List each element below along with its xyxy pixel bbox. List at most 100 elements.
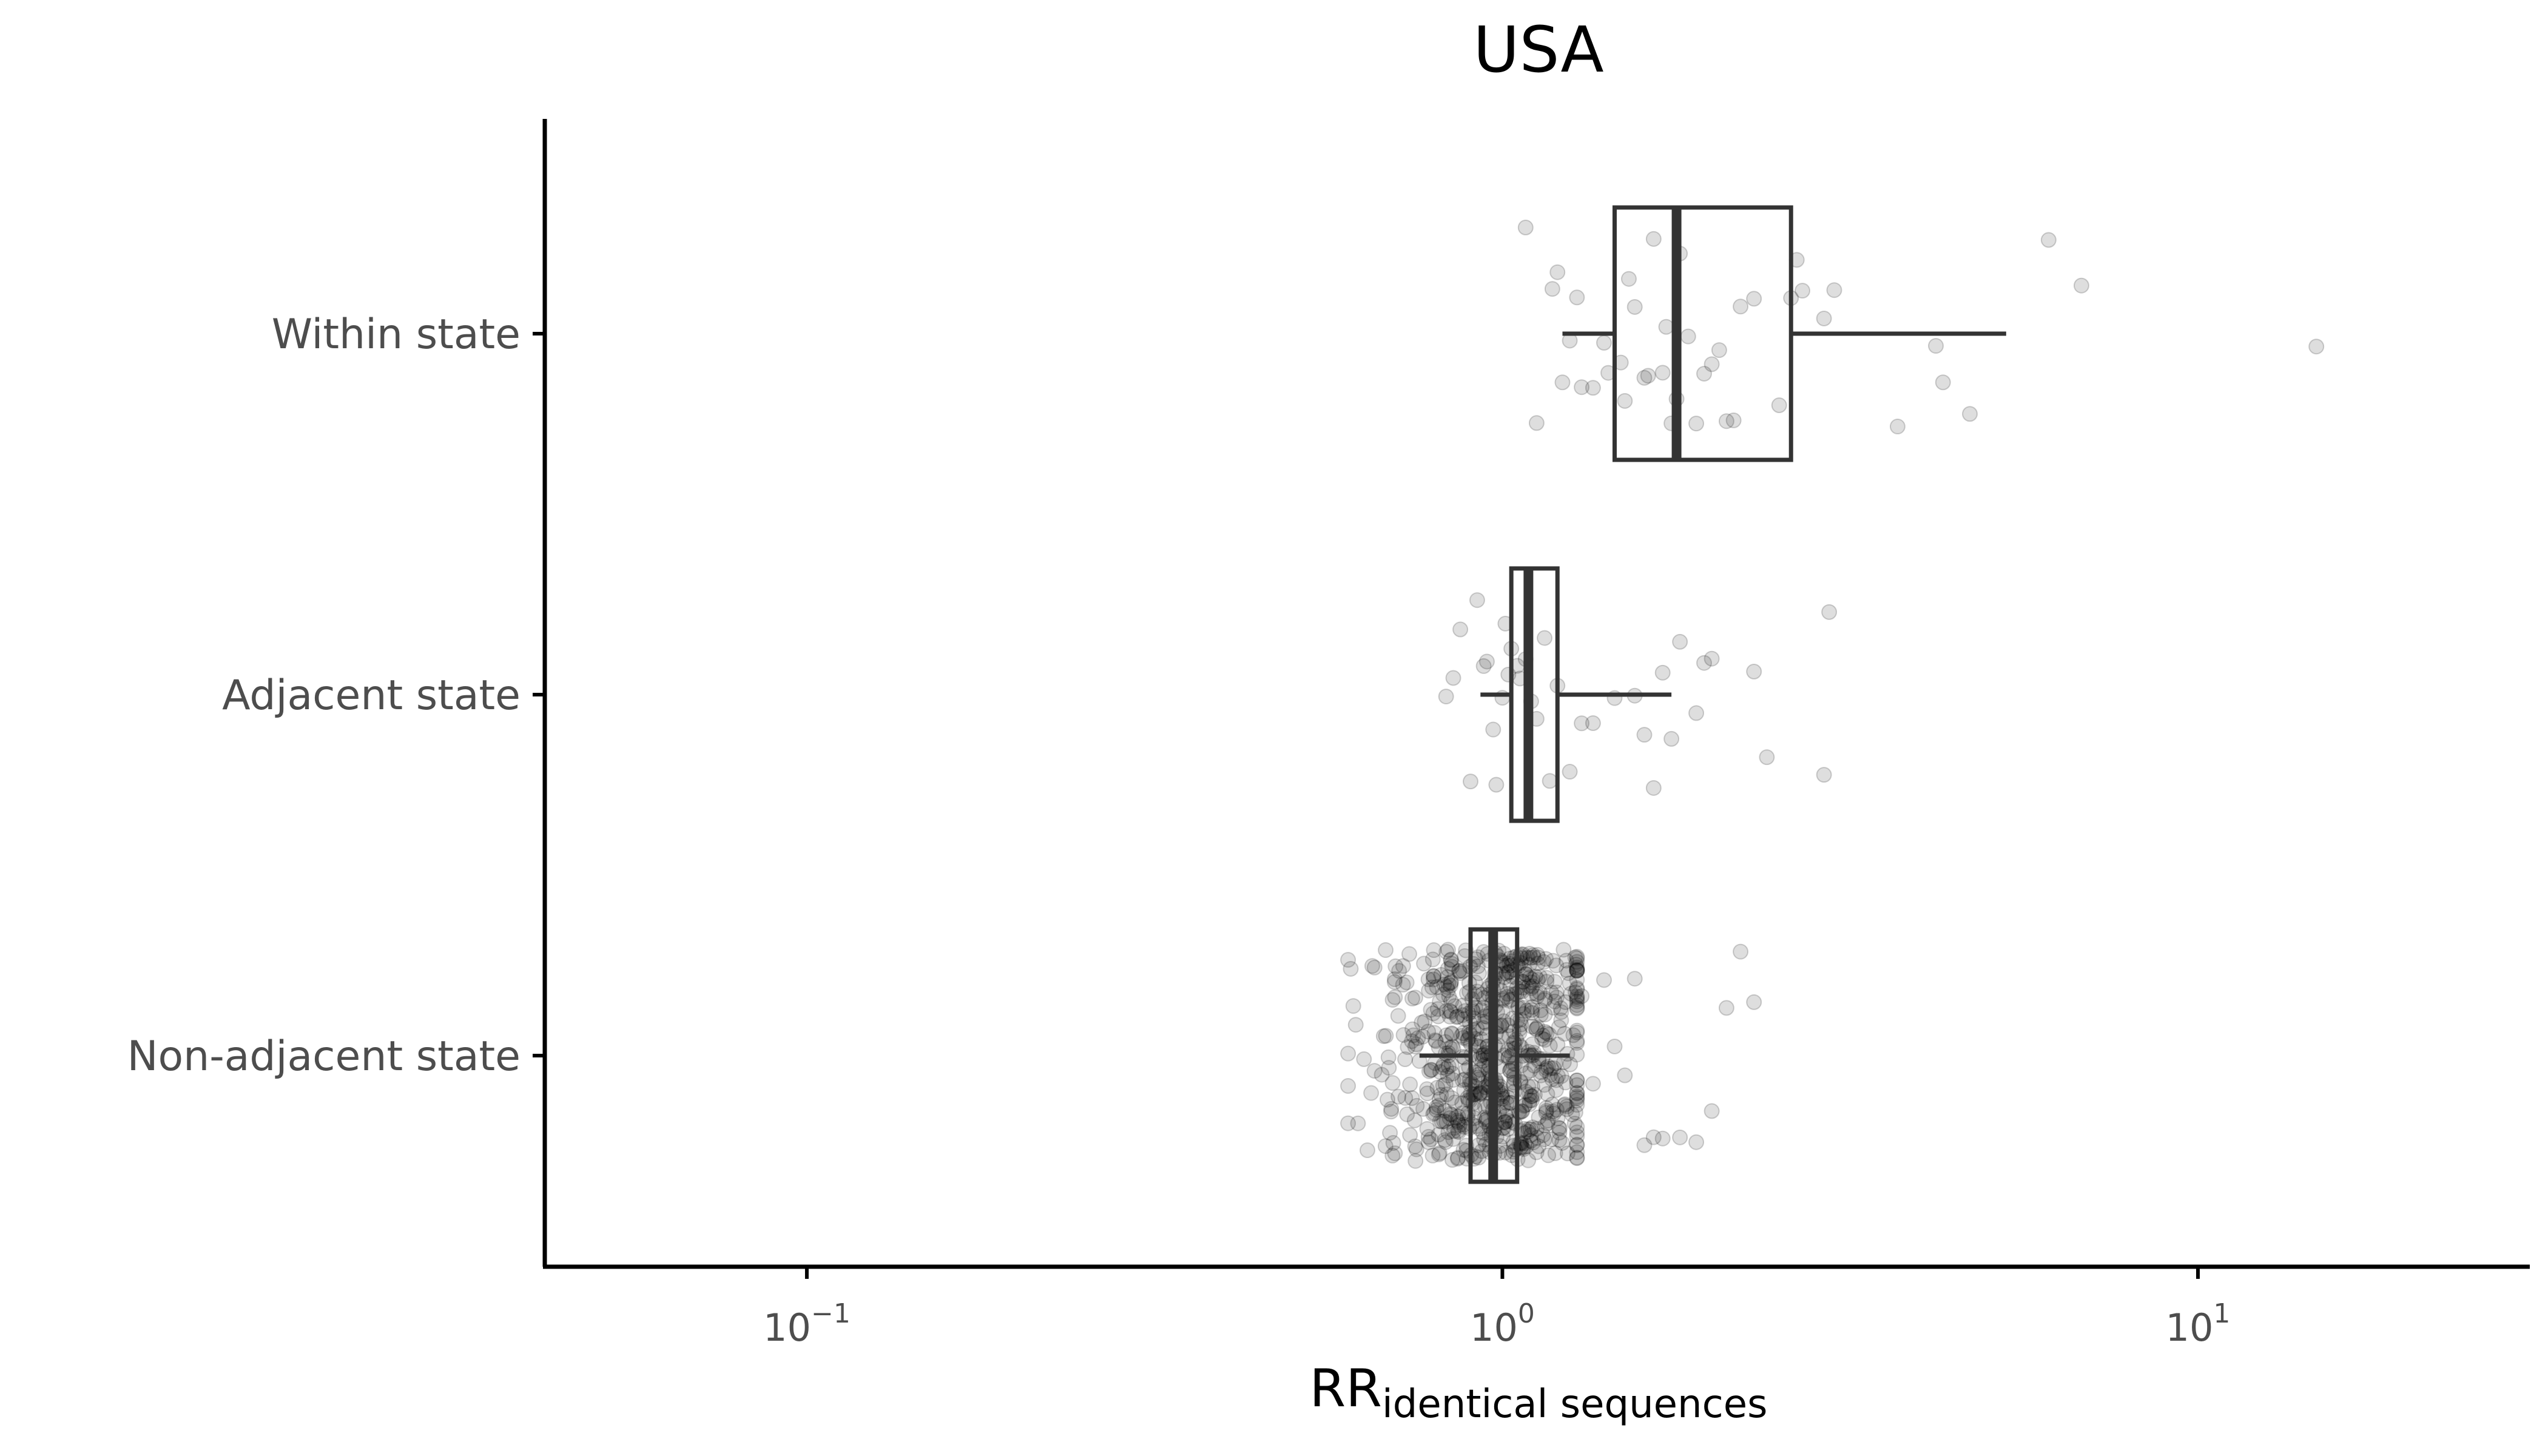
data-point <box>1548 1082 1564 1098</box>
data-point <box>1404 1033 1420 1050</box>
data-point <box>1531 1138 1547 1154</box>
data-point <box>1432 993 1448 1009</box>
data-point <box>1524 1036 1540 1053</box>
data-point <box>1441 1110 1458 1127</box>
data-point <box>1539 974 1555 990</box>
data-point <box>1557 994 1574 1010</box>
data-point <box>1521 978 1537 994</box>
data-point <box>1538 1103 1554 1119</box>
data-point <box>1569 1000 1585 1017</box>
data-point <box>1404 1090 1420 1107</box>
data-point <box>1557 1096 1573 1113</box>
data-point <box>1569 1136 1585 1153</box>
data-point <box>1645 231 1662 247</box>
data-point <box>1535 1127 1551 1144</box>
data-point <box>1429 1001 1446 1017</box>
data-point <box>1397 1051 1414 1068</box>
data-point <box>1585 715 1601 732</box>
data-point <box>1439 969 1455 985</box>
data-point <box>1424 1147 1441 1164</box>
data-point <box>1962 406 1978 422</box>
data-point <box>1569 954 1585 970</box>
data-point <box>1380 1091 1396 1108</box>
data-point <box>1525 1134 1542 1151</box>
data-point <box>1542 773 1558 789</box>
data-point <box>1469 592 1485 608</box>
data-point <box>1449 1150 1466 1167</box>
data-point <box>1525 947 1542 963</box>
data-point <box>1438 689 1454 705</box>
data-point <box>1696 365 1712 382</box>
data-point <box>1569 950 1585 966</box>
data-point <box>1526 949 1542 965</box>
data-point <box>1551 1120 1568 1136</box>
data-point <box>1543 1060 1559 1076</box>
data-point <box>1438 1060 1455 1077</box>
data-point <box>1816 310 1832 326</box>
data-point <box>1704 356 1720 372</box>
data-point <box>1569 981 1585 997</box>
data-point <box>1536 1077 1552 1093</box>
data-point <box>1437 1034 1454 1050</box>
data-point <box>1545 1105 1562 1122</box>
data-point <box>1419 1121 1435 1137</box>
data-point <box>1438 943 1455 960</box>
data-point <box>1423 1002 1439 1018</box>
data-point <box>1534 1030 1550 1046</box>
data-point <box>1425 1005 1441 1022</box>
data-point <box>1498 965 1515 982</box>
data-point <box>1569 991 1585 1007</box>
data-point <box>1381 1060 1397 1076</box>
data-point <box>1438 1003 1454 1019</box>
data-point <box>1567 984 1583 1000</box>
data-point <box>1420 1023 1437 1040</box>
data-point <box>1733 943 1749 960</box>
data-point <box>1569 1085 1585 1101</box>
data-point <box>1569 1033 1585 1049</box>
data-point <box>1544 1096 1560 1113</box>
data-point <box>1539 1086 1555 1102</box>
data-point <box>1431 1127 1447 1143</box>
data-point <box>1432 1063 1448 1080</box>
data-point <box>1569 1137 1585 1153</box>
data-point <box>1440 942 1456 958</box>
data-point <box>1437 1134 1454 1150</box>
data-point <box>1429 979 1445 995</box>
data-point <box>1522 1121 1539 1138</box>
data-point <box>1390 1008 1406 1024</box>
data-point <box>1435 986 1451 1003</box>
y-tick-label: Adjacent state <box>222 672 521 720</box>
data-point <box>1547 1145 1563 1161</box>
x-tick-label: 100 <box>1470 1298 1535 1350</box>
data-point <box>1795 283 1811 299</box>
data-point <box>1523 1133 1539 1149</box>
data-point <box>1407 1153 1424 1169</box>
data-point <box>1545 999 1562 1016</box>
data-point <box>1569 1093 1585 1109</box>
data-point <box>1529 988 1545 1005</box>
data-point <box>1380 1049 1397 1065</box>
data-point <box>1704 650 1720 667</box>
data-point <box>1431 1146 1447 1162</box>
x-axis-label-main: RR <box>1309 1358 1382 1419</box>
data-point <box>1425 968 1441 984</box>
data-point <box>1444 1151 1460 1168</box>
data-point <box>1733 298 1749 315</box>
data-point <box>1428 1099 1444 1115</box>
data-point <box>1449 1009 1465 1025</box>
data-point <box>1551 1132 1568 1148</box>
data-point <box>1400 1039 1416 1055</box>
data-point <box>1451 1117 1468 1133</box>
data-point <box>1471 965 1487 982</box>
data-point <box>1387 1145 1403 1162</box>
data-point <box>1434 1113 1450 1130</box>
data-point <box>1680 328 1696 345</box>
data-point <box>1524 1092 1540 1108</box>
data-point <box>1532 1002 1549 1019</box>
data-point <box>1559 1145 1576 1162</box>
data-point <box>1658 318 1674 335</box>
data-point <box>1498 957 1515 974</box>
data-point <box>1663 730 1680 747</box>
data-point <box>1532 1067 1549 1084</box>
